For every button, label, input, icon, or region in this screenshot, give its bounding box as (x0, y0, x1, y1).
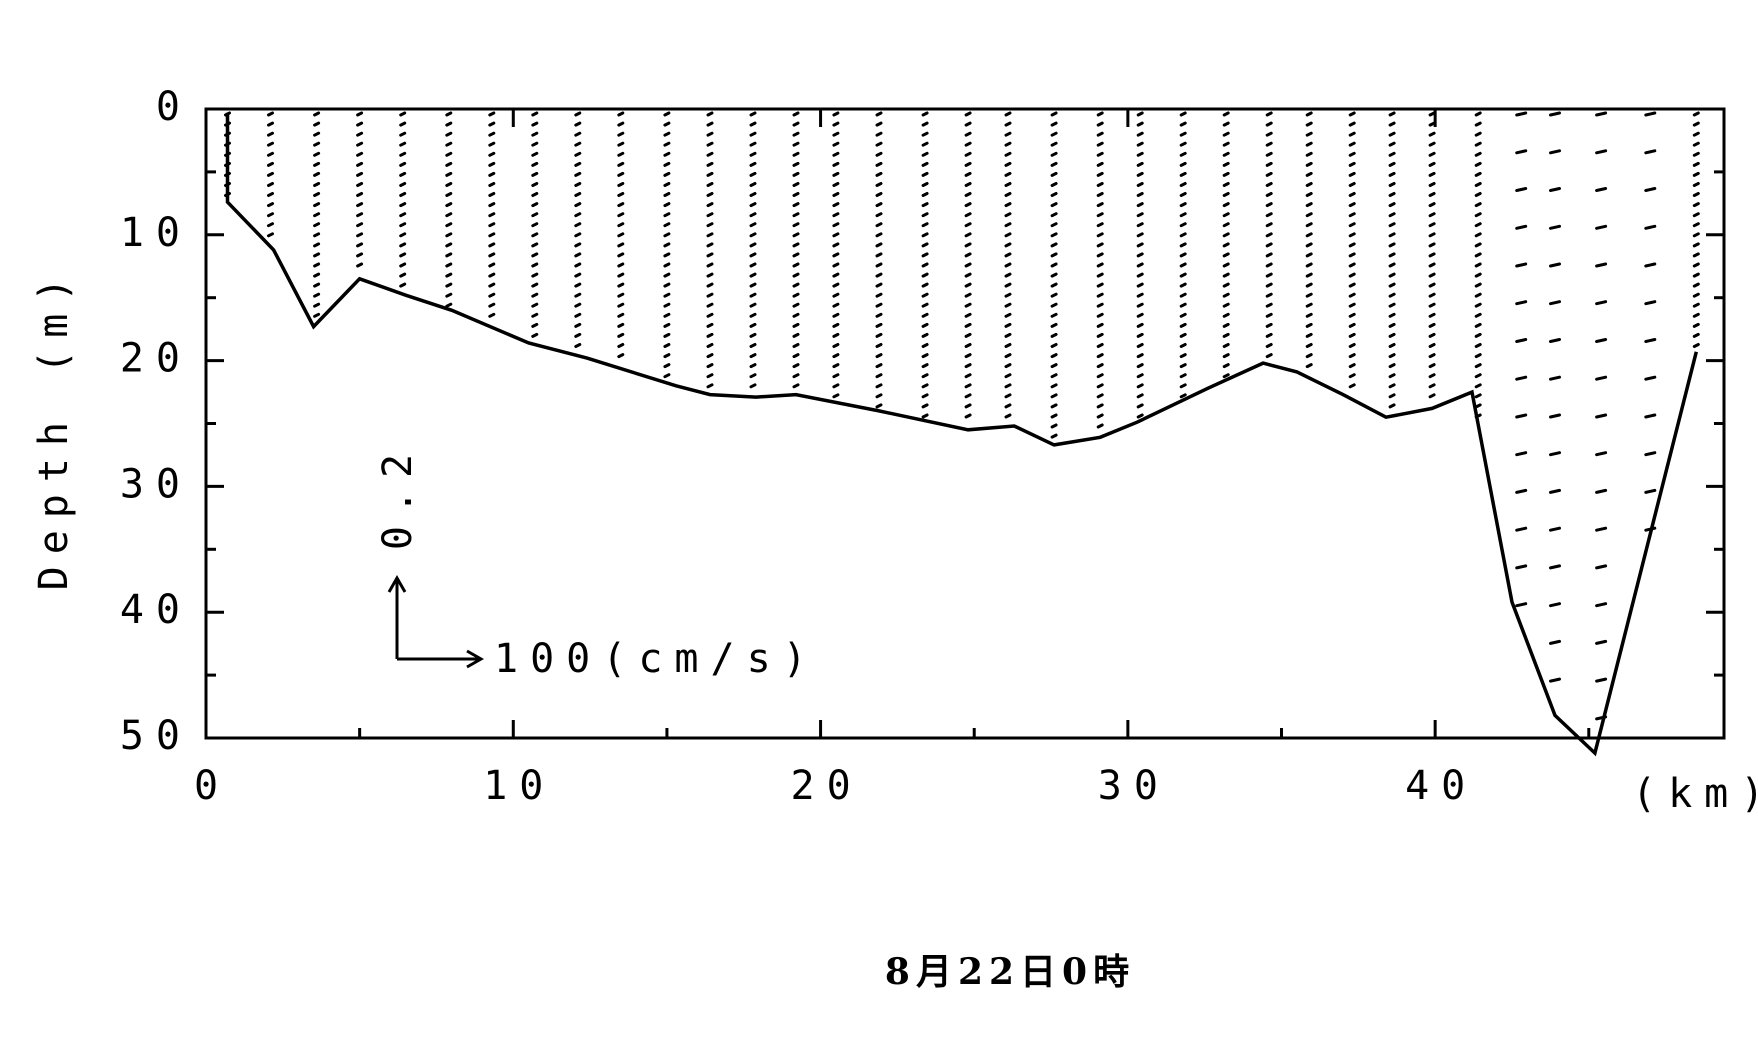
velocity-column (267, 111, 274, 238)
velocity-column (792, 111, 800, 389)
velocity-column (531, 111, 539, 338)
y-axis-label: Depth (m) (31, 266, 77, 591)
scale-arrows (387, 574, 485, 669)
velocity-column (488, 111, 496, 318)
y-tick-label: 30 (120, 461, 192, 507)
velocity-column (1595, 111, 1608, 721)
caption: 8月22日0時 (885, 951, 1135, 993)
velocity-column (224, 111, 231, 197)
velocity-column (875, 111, 883, 409)
y-tick-label: 20 (120, 336, 192, 382)
velocity-column (313, 111, 321, 318)
y-tick-label: 10 (120, 210, 192, 256)
scale-horizontal-label: 100(cm/s) (494, 636, 819, 682)
x-tick-label: 40 (1405, 763, 1477, 809)
scale-vertical-label: 0.2 (375, 442, 421, 550)
velocity-column (574, 111, 582, 348)
x-tick-label: 10 (483, 763, 555, 809)
velocity-column (1388, 111, 1396, 409)
x-tick-label: 30 (1098, 763, 1170, 809)
velocity-column (1004, 111, 1012, 419)
velocity-column (1050, 111, 1058, 439)
velocity-column (617, 111, 625, 359)
velocity-column (399, 111, 407, 288)
velocity-column (921, 111, 929, 419)
velocity-column (1179, 111, 1187, 399)
x-unit-label: (km) (1632, 771, 1758, 817)
y-tick-label: 50 (120, 713, 192, 759)
velocity-column (1096, 111, 1104, 429)
velocity-column (749, 111, 757, 389)
velocity-column (356, 111, 364, 268)
velocity-column (1549, 111, 1561, 683)
bottom-profile (225, 112, 1698, 757)
velocity-column (832, 111, 840, 399)
plot-frame (204, 107, 1726, 740)
velocity-column (1474, 111, 1482, 419)
velocity-column (1515, 111, 1528, 608)
velocity-column (1692, 111, 1700, 348)
y-tick-label: 40 (120, 587, 192, 633)
x-tick-label: 0 (194, 763, 230, 809)
velocity-column (1265, 111, 1273, 359)
velocity-column (1305, 111, 1313, 369)
velocity-column (663, 111, 671, 379)
velocity-column (1136, 111, 1144, 419)
velocity-column (1348, 111, 1356, 389)
velocity-column (1428, 111, 1436, 399)
x-tick-label: 20 (790, 763, 862, 809)
velocity-column (706, 111, 714, 389)
y-tick-label: 0 (156, 84, 192, 130)
velocity-column (1222, 111, 1230, 379)
velocity-column (964, 111, 972, 419)
velocity-column (445, 111, 453, 308)
velocity-column (1644, 111, 1657, 532)
